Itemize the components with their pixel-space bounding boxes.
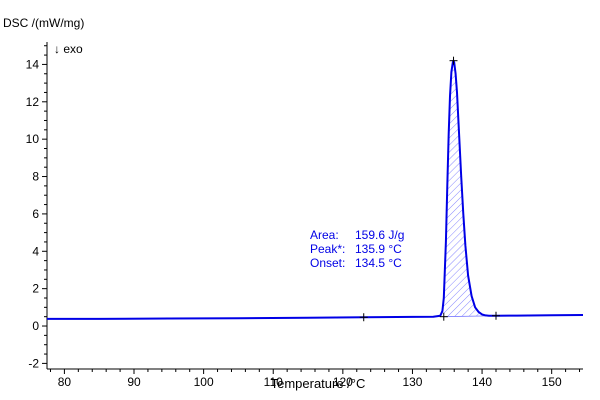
y-tick-label: 14 bbox=[26, 57, 40, 71]
x-tick-label: 140 bbox=[472, 375, 492, 389]
marker-3 bbox=[439, 312, 448, 321]
y-tick-label: 12 bbox=[26, 95, 40, 109]
annotation-area-label: Area: bbox=[310, 228, 339, 242]
x-tick-label: 90 bbox=[127, 375, 141, 389]
annotation-onset-label: Onset: bbox=[310, 256, 345, 270]
dsc-curve bbox=[47, 59, 584, 320]
axes: -2 0 2 4 6 8 10 12 14 80 90 100 110 120 130 140 150 bbox=[26, 42, 583, 389]
x-tick-label: 100 bbox=[194, 375, 214, 389]
x-tick-label: 120 bbox=[333, 375, 353, 389]
x-tick-label: 150 bbox=[542, 375, 562, 389]
annotation-peak-value: 135.9 °C bbox=[355, 242, 402, 256]
y-tick-label: -2 bbox=[28, 356, 39, 370]
peak-area-hatch bbox=[443, 60, 496, 317]
y-tick-label: 8 bbox=[32, 170, 39, 184]
y-tick-label: 6 bbox=[32, 207, 39, 221]
y-tick-label: 4 bbox=[32, 244, 39, 258]
x-tick-label: 110 bbox=[264, 375, 283, 389]
peak-area-layer bbox=[443, 60, 496, 318]
marker-1 bbox=[449, 56, 458, 65]
exo-direction-label: ↓ exo bbox=[54, 42, 83, 56]
annotation-onset-value: 134.5 °C bbox=[355, 256, 402, 270]
marker-0 bbox=[359, 313, 368, 322]
markers-layer bbox=[359, 56, 500, 322]
marker-2 bbox=[491, 311, 500, 320]
x-tick-label: 130 bbox=[402, 375, 422, 389]
x-tick-label: 80 bbox=[58, 375, 72, 389]
y-axis-label: DSC /(mW/mg) bbox=[3, 16, 84, 30]
annotation-area-value: 159.6 J/g bbox=[355, 228, 404, 242]
y-tick-label: 0 bbox=[32, 319, 39, 333]
series-layer bbox=[47, 59, 584, 320]
annotation-peak-label: Peak*: bbox=[310, 242, 345, 256]
y-tick-label: 10 bbox=[26, 132, 40, 146]
x-axis-label: Temperature /°C bbox=[271, 376, 366, 391]
y-tick-label: 2 bbox=[32, 282, 39, 296]
annotation-box: Area: 159.6 J/g Peak*: 135.9 °C Onset: 1… bbox=[310, 228, 404, 270]
